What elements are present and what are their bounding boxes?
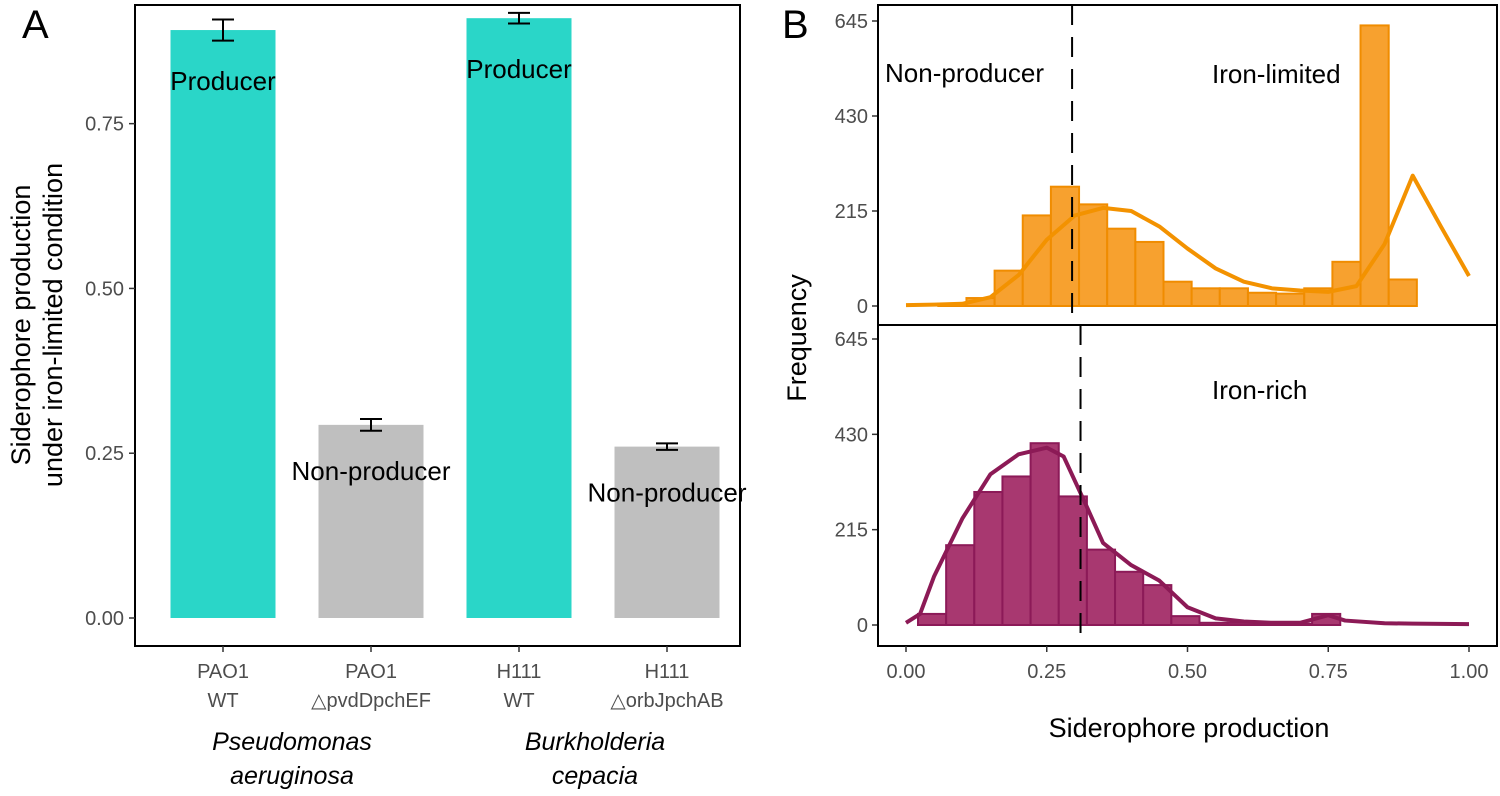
- panel-a-xtick-label: WT: [207, 690, 238, 712]
- histogram-bar: [1170, 615, 1201, 626]
- panel-b-ytick-label: 215: [835, 201, 868, 223]
- bar-label: Non-producer: [292, 456, 451, 486]
- panel-b-ytick-label: 430: [835, 424, 868, 446]
- density-curve: [904, 445, 1470, 627]
- histogram-bar: [1275, 292, 1306, 307]
- histogram-bar: [1114, 570, 1145, 627]
- histogram-bar: [1057, 495, 1088, 626]
- panel-b-ytick-label: 645: [835, 329, 868, 351]
- facet-iron-limited: 0 215 430 645 Iron-limited: [835, 5, 1471, 325]
- panel-a-ytick-label: 0.25: [85, 443, 124, 465]
- panel-b-xtick-label: 1.00: [1450, 661, 1489, 683]
- histogram-bar: [1190, 287, 1221, 308]
- panel-a-xtick-label: PAO1: [345, 661, 397, 683]
- bar: [170, 30, 276, 619]
- histogram-bar: [1029, 442, 1060, 626]
- species-label-burkholderia-line2: cepacia: [552, 762, 638, 790]
- panel-a-ytick-label: 0.50: [85, 278, 124, 300]
- panel-b-ytick-label: 0: [857, 615, 868, 637]
- species-label-pseudomonas-line2: aeruginosa: [230, 762, 354, 790]
- histogram-bar: [1078, 203, 1109, 307]
- histogram-bar: [917, 612, 948, 627]
- histogram-bar: [1001, 475, 1032, 626]
- histogram-bar: [1198, 621, 1229, 627]
- panel-b-xtick-label: 0.00: [887, 661, 926, 683]
- panel-a-xtick-label: △orbJpchAB: [610, 690, 723, 712]
- histogram-bar: [973, 490, 1004, 626]
- histogram-bar: [1162, 280, 1193, 307]
- histogram-bar: [1387, 278, 1418, 307]
- facet-label: Iron-limited: [1212, 59, 1341, 89]
- panel-b-ytick-label: 0: [857, 296, 868, 318]
- panel-a-xtick-label: WT: [503, 690, 534, 712]
- bar: [466, 18, 572, 618]
- panel-a-letter: A: [22, 3, 49, 47]
- panel-a-frame: [134, 4, 741, 647]
- panel-a-ylabel-line2: under iron-limited condition: [38, 163, 68, 487]
- panel-b-ytick-label: 430: [835, 106, 868, 128]
- panel-a-ytick-label: 0.75: [85, 114, 124, 136]
- panel-b-xtick-label: 0.25: [1027, 661, 1066, 683]
- histogram-bar: [1106, 227, 1137, 308]
- histogram-bar: [1218, 287, 1249, 308]
- panel-a-ytick-label: 0.00: [85, 608, 124, 630]
- panel-b-ylabel: Frequency: [782, 274, 812, 402]
- histogram-bar: [1085, 548, 1117, 627]
- panel-b-letter: B: [782, 3, 809, 47]
- bar-label: Non-producer: [588, 478, 747, 508]
- panel-a-xtick-label: △pvdDpchEF: [311, 690, 431, 712]
- facet-label: Iron-rich: [1212, 375, 1307, 405]
- panel-a-xtick-label: PAO1: [197, 661, 249, 683]
- facet-iron-rich: 0 215 430 645 Iron-rich: [835, 325, 1470, 646]
- bar: [614, 446, 720, 618]
- species-label-burkholderia-line1: Burkholderia: [525, 728, 665, 756]
- panel-b-chart: 0 215 430 645 Iron-limited 0 215 430 645 Iron-ric…: [835, 4, 1498, 683]
- histogram-bar: [1134, 240, 1165, 308]
- histogram-bar: [1021, 214, 1052, 308]
- panel-b-nonproducer-label: Non-producer: [885, 58, 1044, 88]
- bar-label: Producer: [170, 66, 276, 96]
- panel-a-xtick-label: H111: [645, 661, 690, 683]
- bar-label: Producer: [466, 54, 572, 84]
- histogram-bar: [1049, 185, 1081, 307]
- panel-a-ylabel-line1: Siderophore production: [6, 185, 36, 466]
- panel-b-ytick-label: 645: [835, 11, 868, 33]
- panel-b-xlabel: Siderophore production: [1049, 713, 1330, 743]
- histogram-bar: [945, 544, 976, 626]
- panel-a-chart: 0.00 0.25 0.50 0.75 Producer PAO1 WT Non-produc…: [85, 4, 747, 712]
- panel-a-xtick-label: H111: [497, 661, 542, 683]
- histogram-bar: [1142, 584, 1173, 626]
- density-curve: [905, 173, 1471, 308]
- panel-b-ytick-label: 215: [835, 520, 868, 542]
- histogram-bar: [1246, 291, 1278, 307]
- panel-b-xtick-label: 0.50: [1168, 661, 1207, 683]
- histogram-bar: [1359, 24, 1390, 307]
- panel-b-xtick-label: 0.75: [1309, 661, 1348, 683]
- bar: [318, 424, 424, 618]
- species-label-pseudomonas-line1: Pseudomonas: [212, 728, 372, 756]
